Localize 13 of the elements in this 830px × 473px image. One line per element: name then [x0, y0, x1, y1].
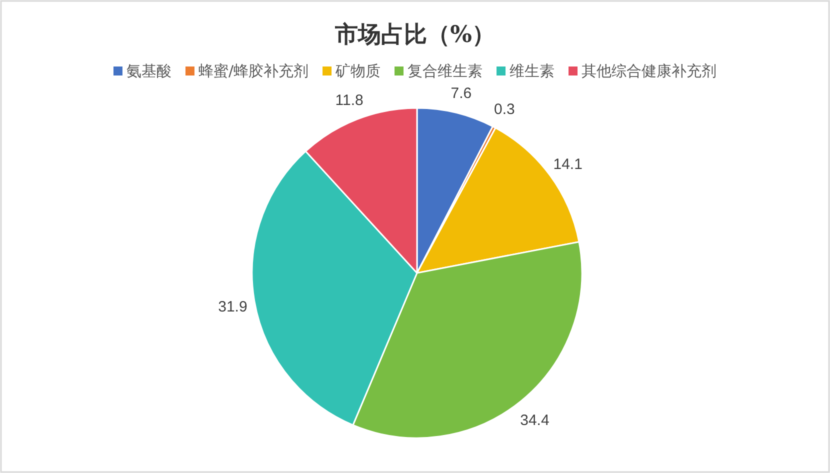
data-label: 31.9: [218, 298, 248, 316]
chart-title: 市场占比（%）: [334, 21, 495, 48]
data-label: 7.6: [450, 84, 472, 102]
legend-label: 维生素: [510, 62, 555, 80]
legend-label: 矿物质: [334, 62, 381, 80]
legend-label: 其他综合健康补充剂: [582, 62, 717, 80]
legend-label: 蜂蜜/蜂胶补充剂: [198, 62, 309, 80]
legend-label: 复合维生素: [408, 62, 483, 80]
data-label: 0.3: [494, 101, 515, 118]
data-label: 14.1: [553, 156, 582, 173]
data-label: 11.8: [335, 92, 364, 110]
data-label: 34.4: [520, 412, 550, 429]
legend-label: 氨基酸: [126, 62, 172, 80]
